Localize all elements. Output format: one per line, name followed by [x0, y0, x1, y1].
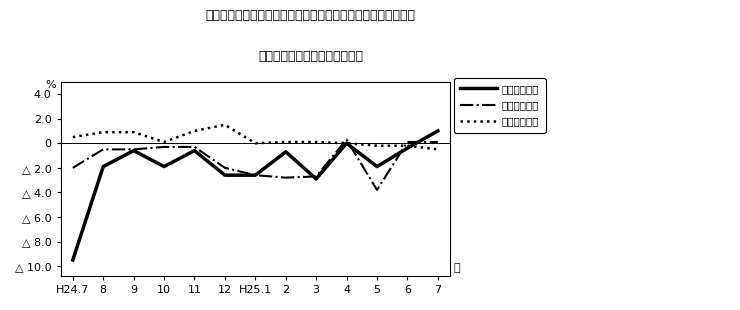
Line: 現金給与総額: 現金給与総額 — [73, 131, 438, 260]
総実労働時間 — [403, 140, 412, 144]
現金給与総額 — [342, 141, 351, 145]
常用雇用指数 — [68, 135, 77, 139]
常用雇用指数 — [221, 123, 229, 127]
現金給与総額 — [312, 177, 320, 181]
現金給与総額 — [130, 149, 138, 153]
常用雇用指数 — [342, 141, 351, 145]
総実労働時間 — [251, 173, 260, 177]
現金給与総額 — [434, 129, 443, 133]
総実労働時間 — [130, 148, 138, 151]
総実労働時間 — [190, 145, 199, 149]
総実労働時間 — [68, 166, 77, 170]
総実労働時間 — [372, 188, 381, 192]
総実労働時間 — [221, 166, 229, 170]
Text: 第４図　賃金、労働時間、常用雇用指数　対前年同月比の推移: 第４図 賃金、労働時間、常用雇用指数 対前年同月比の推移 — [206, 9, 416, 22]
総実労働時間 — [312, 175, 320, 178]
現金給与総額 — [190, 149, 199, 153]
常用雇用指数 — [372, 144, 381, 148]
Line: 常用雇用指数: 常用雇用指数 — [73, 125, 438, 149]
現金給与総額 — [99, 165, 108, 168]
現金給与総額 — [160, 165, 169, 168]
総実労働時間 — [160, 145, 169, 149]
常用雇用指数 — [130, 130, 138, 134]
Line: 総実労働時間: 総実労働時間 — [73, 140, 438, 190]
常用雇用指数 — [99, 130, 108, 134]
Text: %: % — [45, 80, 56, 91]
総実労働時間 — [342, 138, 351, 141]
現金給与総額 — [372, 165, 381, 168]
常用雇用指数 — [281, 140, 290, 144]
総実労働時間 — [434, 140, 443, 144]
現金給与総額 — [221, 173, 229, 177]
常用雇用指数 — [312, 140, 320, 144]
現金給与総額 — [251, 173, 260, 177]
常用雇用指数 — [434, 148, 443, 151]
常用雇用指数 — [251, 141, 260, 145]
Text: （規横５人以上　調査産業計）: （規横５人以上 調査産業計） — [258, 50, 363, 63]
Text: 月: 月 — [453, 264, 460, 273]
現金給与総額 — [403, 146, 412, 150]
現金給与総額 — [281, 150, 290, 154]
常用雇用指数 — [160, 140, 169, 144]
総実労働時間 — [99, 148, 108, 151]
常用雇用指数 — [403, 144, 412, 148]
Legend: 現金給与総額, 総実労働時間, 常用雇用指数: 現金給与総額, 総実労働時間, 常用雇用指数 — [454, 78, 545, 133]
現金給与総額 — [68, 258, 77, 262]
常用雇用指数 — [190, 129, 199, 133]
総実労働時間 — [281, 176, 290, 179]
